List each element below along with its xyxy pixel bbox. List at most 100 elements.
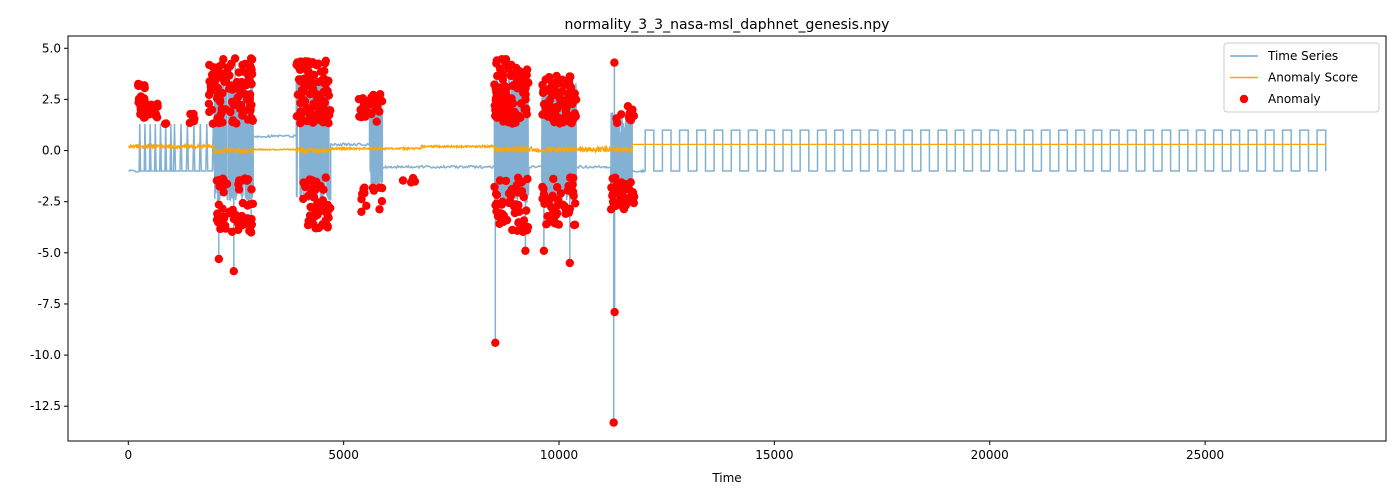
anomaly-point [544,73,554,82]
anomaly-point [361,96,371,106]
anomaly-point [234,68,244,77]
anomaly-point [508,225,517,235]
anomaly-point [229,267,238,276]
anomaly-point [556,88,565,97]
anomaly-point [321,56,330,65]
anomaly-score-line [127,142,1326,156]
y-tick-label: -7.5 [38,297,61,311]
anomaly-point [247,113,256,123]
anomaly-point [372,117,381,126]
anomaly-point [297,60,306,70]
anomaly-point [247,214,256,224]
anomaly-point [508,119,517,128]
anomaly-point [143,108,152,118]
anomaly-point [375,205,384,214]
anomaly-point [506,107,515,116]
anomaly-point [319,75,328,85]
plot-frame [67,35,1387,442]
anomaly-point [213,209,222,218]
anomaly-point [217,60,227,69]
anomaly-point [234,225,243,235]
y-tick-label: -12.5 [30,399,61,413]
chart-title: normality_3_3_nasa-msl_daphnet_genesis.n… [565,17,890,33]
anomaly-point [515,207,524,216]
anomaly-point [304,57,313,67]
anomaly-point [512,78,521,87]
anomaly-point [239,220,248,229]
anomaly-point [298,85,307,95]
anomaly-point [564,77,574,86]
anomaly-point [160,119,170,128]
anomaly-point [490,182,499,192]
anomaly-point [300,74,310,83]
anomaly-score-layer [127,142,1326,156]
anomaly-point [216,90,225,99]
anomaly-point [244,71,253,81]
anomaly-point [491,111,500,121]
anomaly-point [515,67,524,76]
anomaly-point [204,90,214,100]
y-axis: 5.0 2.5 0.0 -2.5 -5.0 -7.5 -10.0 -12.5 [30,41,68,413]
anomaly-point [501,176,511,186]
anomaly-point [219,214,229,223]
anomaly-point [546,217,556,226]
anomaly-point [233,93,243,102]
anomaly-point [205,107,214,117]
anomaly-point [408,173,418,183]
anomaly-point [552,104,562,113]
x-axis-title: Time [711,471,741,485]
anomaly-point [247,185,256,194]
anomaly-point [542,194,552,203]
anomaly-point [570,109,579,118]
anomaly-point [498,197,507,206]
anomaly-point [371,105,380,114]
x-tick-label: 15000 [755,448,793,462]
anomaly-point [521,95,530,104]
anomaly-point [297,114,306,123]
anomaly-point [606,205,616,214]
anomaly-point [557,115,566,124]
anomaly-point [567,93,576,102]
anomaly-point [234,180,243,189]
anomaly-point [238,198,248,208]
anomaly-point [571,199,580,208]
legend-box [1223,42,1380,113]
anomaly-point [245,200,255,209]
anomaly-point [513,188,523,197]
anomaly-point [621,200,630,209]
anomaly-point [549,174,558,184]
anomaly-point [362,201,371,210]
y-tick-label: -5.0 [38,246,61,260]
anomaly-point [541,99,551,108]
y-tick-label: 2.5 [42,92,61,106]
anomaly-point [321,173,330,182]
anomaly-point [322,115,331,124]
legend-label: Anomaly Score [1268,71,1358,85]
y-tick-label: -10.0 [30,348,61,362]
anomaly-point [246,228,256,237]
anomaly-points-layer [134,54,639,427]
anomaly-point [306,104,316,113]
anomaly-point [565,204,574,214]
anomaly-point [357,207,366,216]
x-axis: 0 5000 10000 15000 20000 25000 [124,441,1224,462]
anomaly-point [218,174,228,183]
legend-swatch-marker [1239,94,1249,104]
anomaly-point [216,111,225,120]
anomaly-point [491,338,500,347]
anomaly-point [136,105,145,114]
anomaly-point [242,80,251,90]
anomaly-point [315,97,325,107]
anomaly-point [241,59,250,69]
x-tick-label: 0 [124,448,132,462]
anomaly-point [490,80,499,89]
anomaly-point [244,175,253,184]
anomaly-point [355,112,364,121]
anomaly-point [311,181,321,191]
anomaly-point [218,204,227,213]
anomaly-point [323,86,332,96]
anomaly-point [204,99,214,109]
legend: Time Series Anomaly Score Anomaly [1223,42,1380,113]
anomaly-point [308,84,318,94]
